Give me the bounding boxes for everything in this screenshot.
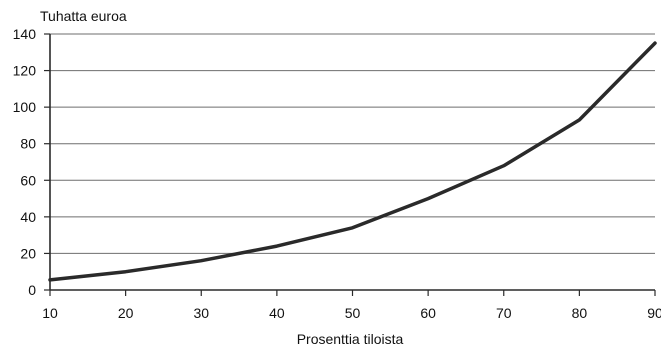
axes xyxy=(50,34,655,290)
y-axis-title: Tuhatta euroa xyxy=(40,8,127,24)
y-tick-label: 40 xyxy=(20,209,36,225)
y-tick-label: 0 xyxy=(28,282,36,298)
x-tick-label: 20 xyxy=(118,305,134,321)
gridlines xyxy=(50,34,655,253)
axis-ticks xyxy=(44,34,655,296)
x-tick-label: 30 xyxy=(193,305,209,321)
x-tick-label: 80 xyxy=(572,305,588,321)
x-tick-label: 90 xyxy=(647,305,661,321)
series-line xyxy=(50,43,655,280)
y-tick-label: 100 xyxy=(13,99,37,115)
y-tick-label: 140 xyxy=(13,26,37,42)
x-axis-title: Prosenttia tiloista xyxy=(297,331,404,347)
x-tick-label: 10 xyxy=(42,305,58,321)
x-tick-label: 70 xyxy=(496,305,512,321)
y-tick-label: 120 xyxy=(13,63,37,79)
y-tick-label: 20 xyxy=(20,245,36,261)
x-tick-label: 40 xyxy=(269,305,285,321)
y-tick-label: 80 xyxy=(20,136,36,152)
x-tick-label: 50 xyxy=(345,305,361,321)
y-tick-label: 60 xyxy=(20,172,36,188)
x-tick-label: 60 xyxy=(420,305,436,321)
series-layer xyxy=(50,43,655,280)
